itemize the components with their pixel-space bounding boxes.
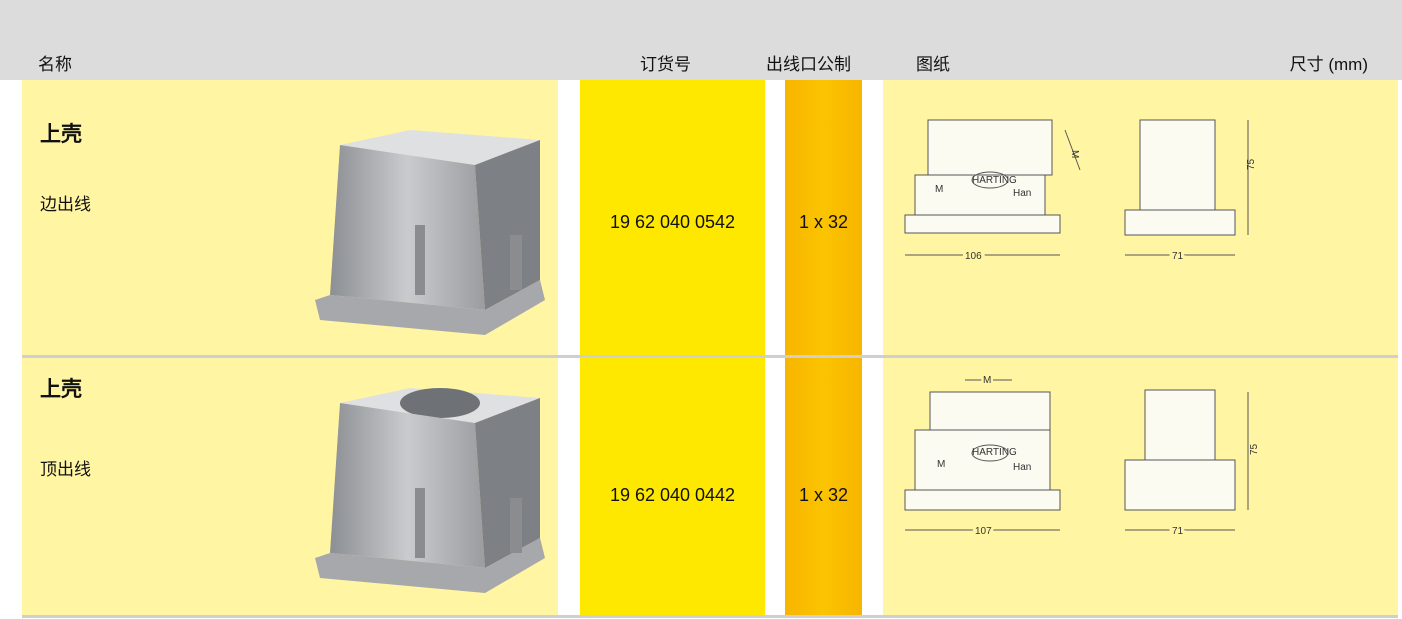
header-cell: 名称	[38, 55, 72, 74]
drawing: M HARTING M Han 106 71 75	[904, 119, 1257, 265]
product-photo	[315, 388, 545, 593]
series-label: Han	[1013, 188, 1031, 199]
dim-label: M	[983, 375, 991, 386]
row-separator	[22, 355, 1398, 358]
dim-label: 71	[1172, 526, 1184, 537]
order-cell	[580, 358, 765, 615]
dim-label: M	[935, 184, 943, 195]
header-cell: 尺寸 (mm)	[1289, 55, 1368, 74]
order-number: 19 62 040 0542	[609, 212, 736, 232]
header-band	[0, 0, 1402, 80]
brand-label: HARTING	[972, 447, 1017, 458]
product-variant: 顶出线	[40, 460, 91, 479]
outlet: 1 x 32	[798, 212, 849, 232]
series-label: Han	[1013, 462, 1031, 473]
header-cell: 图纸	[916, 55, 950, 74]
header-cell: 订货号	[640, 55, 691, 74]
brand-label: HARTING	[972, 175, 1017, 186]
dim-label: 75	[1249, 443, 1260, 455]
product-variant: 边出线	[40, 195, 91, 214]
dim-label: 106	[965, 251, 982, 262]
dim-label: 75	[1246, 158, 1257, 170]
dim-label: 107	[975, 526, 992, 537]
product-photo	[315, 130, 545, 335]
drawing: M HARTING M Han 107 71 75	[904, 373, 1260, 540]
product-name: 上壳	[40, 123, 82, 146]
row-separator	[22, 615, 1398, 618]
dim-label: M	[1069, 150, 1080, 158]
outlet-cell	[785, 80, 862, 355]
outlet-cell	[785, 358, 862, 615]
dim-label: M	[937, 459, 945, 470]
header-cell: 出线口公制	[766, 55, 851, 74]
order-cell	[580, 80, 765, 355]
outlet: 1 x 32	[798, 485, 849, 505]
dim-label: 71	[1172, 251, 1184, 262]
order-number: 19 62 040 0442	[609, 485, 736, 505]
product-name: 上壳	[40, 378, 82, 401]
